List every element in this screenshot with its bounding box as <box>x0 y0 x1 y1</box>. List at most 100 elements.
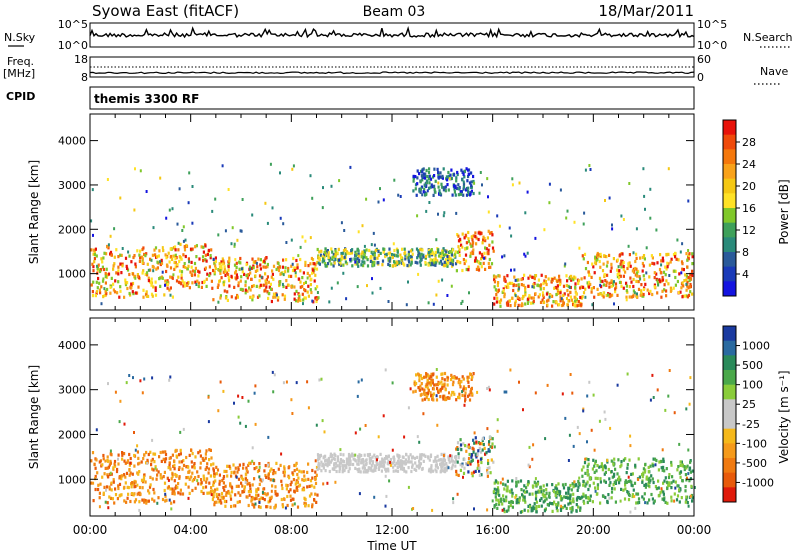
range-cell <box>612 483 615 487</box>
scatter-cell <box>370 243 373 247</box>
range-cell <box>330 262 333 266</box>
range-cell <box>98 288 101 292</box>
range-cell <box>395 461 398 465</box>
colorbar-segment <box>723 443 736 459</box>
range-cell <box>418 172 421 176</box>
range-cell <box>219 271 222 275</box>
range-cell <box>132 292 135 296</box>
range-cell <box>416 256 419 260</box>
range-cell <box>604 495 607 500</box>
range-cell <box>604 480 607 484</box>
range-cell <box>590 290 593 294</box>
range-cell <box>432 193 435 197</box>
range-cell <box>648 275 651 279</box>
range-cell <box>263 259 266 263</box>
range-cell <box>281 486 284 491</box>
range-cell <box>184 482 187 486</box>
range-cell <box>171 472 174 476</box>
scatter-cell <box>616 383 619 387</box>
scatter-cell <box>677 291 680 295</box>
scatter-cell <box>518 181 521 185</box>
range-cell <box>336 464 339 468</box>
range-cell <box>597 292 600 296</box>
range-cell <box>176 486 179 490</box>
range-cell <box>101 475 104 479</box>
range-cell <box>610 470 613 474</box>
range-cell <box>213 500 216 504</box>
range-cell <box>222 259 225 263</box>
range-cell <box>523 495 526 499</box>
range-cell <box>649 464 652 468</box>
range-cell <box>307 264 310 268</box>
range-cell <box>90 283 93 287</box>
range-cell <box>627 479 630 484</box>
scatter-cell <box>285 241 288 244</box>
scatter-cell <box>515 477 518 480</box>
range-cell <box>335 469 338 474</box>
range-cell <box>190 475 193 479</box>
range-cell <box>687 257 690 261</box>
scatter-cell <box>633 494 636 498</box>
range-cell <box>439 251 442 255</box>
range-cell <box>456 250 459 254</box>
range-cell <box>225 491 228 495</box>
range-cell <box>540 504 543 508</box>
range-cell <box>646 288 649 292</box>
range-cell <box>535 500 539 504</box>
range-cell <box>525 490 529 494</box>
range-cell <box>371 263 375 267</box>
range-cell <box>115 271 118 275</box>
scatter-cell <box>443 211 446 215</box>
scatter-cell <box>91 188 94 192</box>
scatter-cell <box>241 396 244 399</box>
range-cell <box>175 279 179 283</box>
range-cell <box>258 274 262 278</box>
scatter-cell <box>164 283 166 287</box>
scatter-cell <box>450 284 453 288</box>
range-cell <box>165 498 168 502</box>
range-cell <box>218 265 222 269</box>
range-cell <box>241 484 244 488</box>
range-cell <box>416 455 419 459</box>
range-cell <box>385 456 389 460</box>
xtick-label: 00:00 <box>73 523 108 537</box>
colorbar-tick-label: -100 <box>742 437 767 450</box>
range-cell <box>535 505 538 509</box>
range-cell <box>603 464 606 468</box>
scatter-cell <box>511 183 514 187</box>
range-cell <box>587 487 590 492</box>
range-cell <box>426 175 429 179</box>
range-cell <box>320 253 323 257</box>
range-cell <box>202 486 205 490</box>
range-cell <box>164 494 167 498</box>
range-cell <box>177 280 181 284</box>
range-cell <box>478 442 482 446</box>
range-cell <box>628 261 631 265</box>
range-cell <box>472 234 475 238</box>
range-cell <box>534 292 537 296</box>
range-cell <box>487 229 490 233</box>
range-cell <box>443 382 446 386</box>
range-cell <box>190 265 193 269</box>
range-cell <box>524 288 527 292</box>
range-cell <box>487 461 490 466</box>
range-cell <box>662 457 665 461</box>
scatter-cell <box>92 481 95 485</box>
scatter-cell <box>393 178 396 182</box>
range-cell <box>223 469 226 473</box>
scatter-cell <box>159 176 162 180</box>
range-cell <box>539 283 543 287</box>
range-cell <box>228 279 231 283</box>
range-cell <box>309 283 312 287</box>
range-cell <box>407 258 410 262</box>
range-cell <box>249 487 252 491</box>
freq-tick-bottom: 8 <box>81 71 88 84</box>
scatter-cell <box>191 221 194 225</box>
range-cell <box>647 470 650 474</box>
range-cell <box>465 186 468 191</box>
range-cell <box>491 246 495 250</box>
range-cell <box>371 469 374 473</box>
range-cell <box>424 260 427 265</box>
range-cell <box>681 267 684 271</box>
